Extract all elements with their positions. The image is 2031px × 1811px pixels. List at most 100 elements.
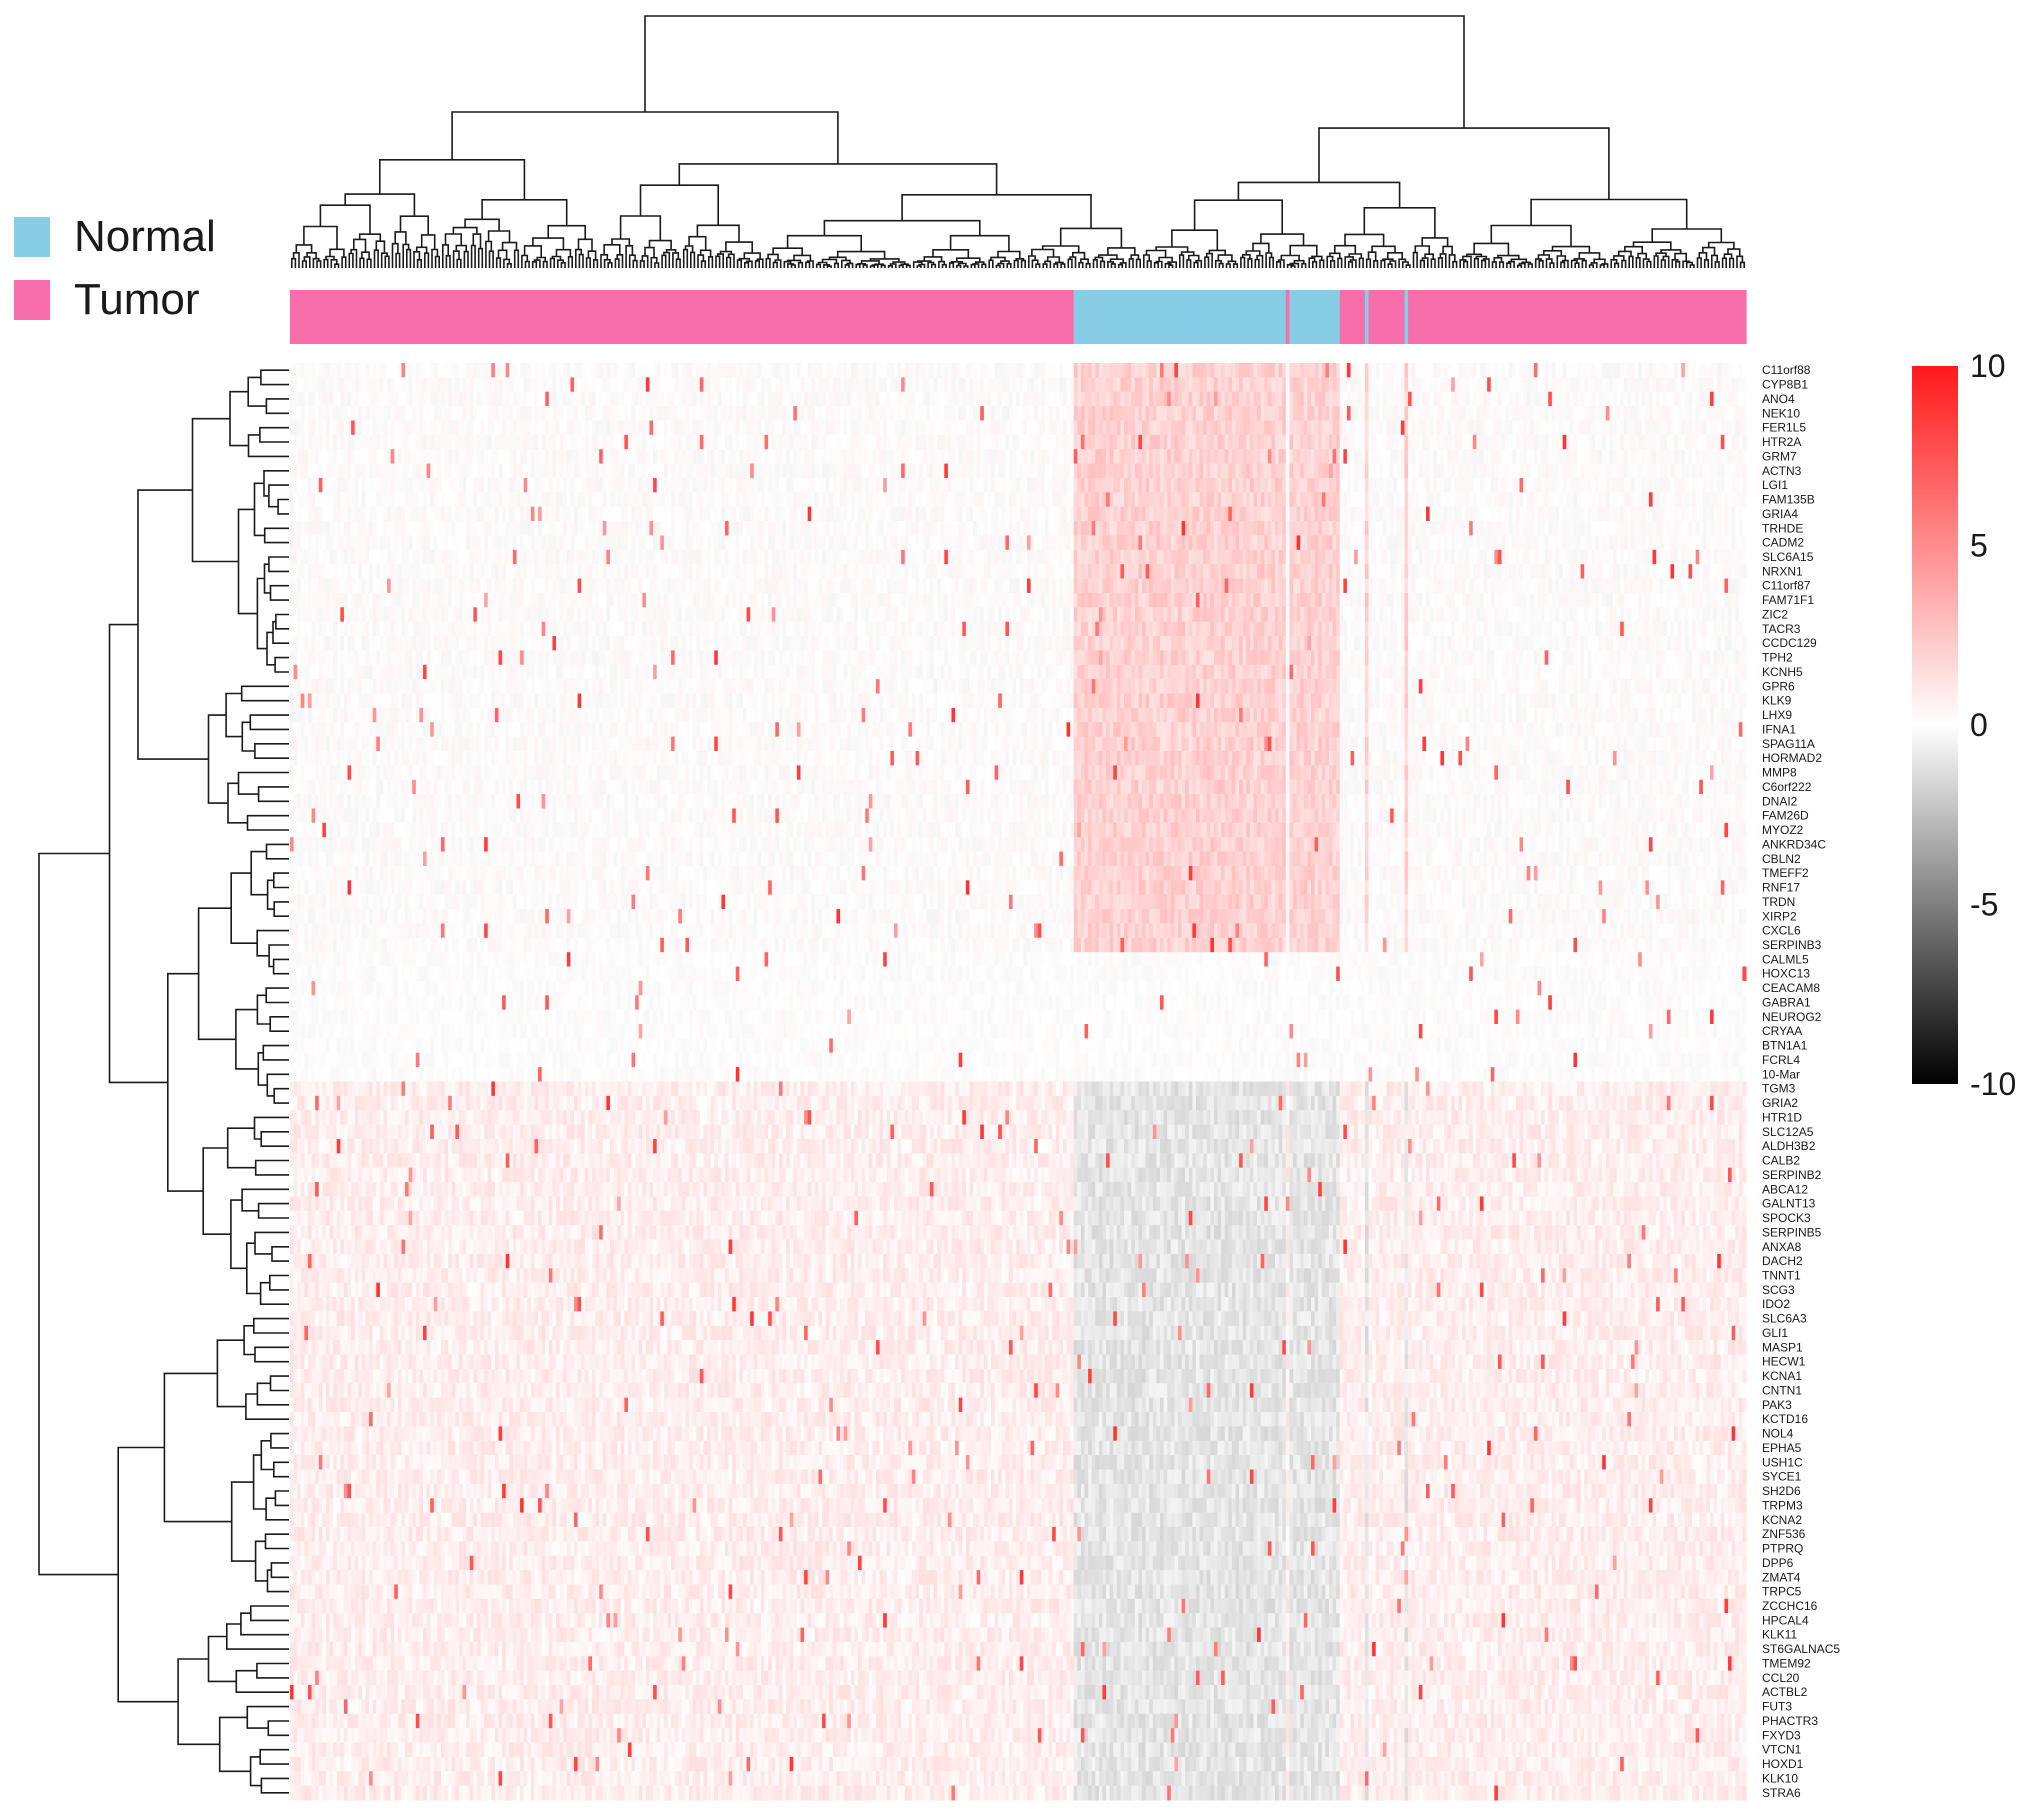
heatmap-cell xyxy=(1333,377,1337,392)
heatmap-cell xyxy=(1706,435,1710,450)
heatmap-cell xyxy=(1653,363,1657,378)
heatmap-cell xyxy=(811,392,815,407)
heatmap-cell xyxy=(369,435,373,450)
heatmap-cell xyxy=(1631,377,1635,392)
heatmap-cell xyxy=(574,363,578,378)
heatmap-cell xyxy=(1667,449,1671,464)
heatmap-cell xyxy=(1721,406,1725,421)
heatmap-cell xyxy=(513,406,517,421)
heatmap-cell xyxy=(499,392,503,407)
heatmap-cell xyxy=(635,435,639,450)
heatmap-cell xyxy=(779,363,783,378)
heatmap-cell xyxy=(876,406,880,421)
heatmap-cell xyxy=(1656,363,1660,378)
heatmap-cell xyxy=(1225,363,1229,378)
heatmap-cell xyxy=(1638,363,1642,378)
annotation-cell-tumor xyxy=(376,290,380,344)
annotation-cell-tumor xyxy=(1530,290,1534,344)
heatmap-cell xyxy=(455,363,459,378)
heatmap-cell xyxy=(1415,377,1419,392)
heatmap-cell xyxy=(1311,406,1315,421)
annotation-cell-normal xyxy=(1138,290,1142,344)
heatmap-cell xyxy=(765,363,769,378)
heatmap-cell xyxy=(1293,392,1297,407)
heatmap-cell xyxy=(664,406,668,421)
heatmap-cell xyxy=(772,435,776,450)
annotation-cell-tumor xyxy=(1347,290,1351,344)
dendrogram-branch xyxy=(1169,265,1173,268)
annotation-cell-tumor xyxy=(826,290,830,344)
heatmap-cell xyxy=(578,377,582,392)
heatmap-cell xyxy=(1336,377,1340,392)
dendrogram-branch xyxy=(1572,261,1577,269)
heatmap-cell xyxy=(1688,449,1692,464)
heatmap-cell xyxy=(1609,406,1613,421)
heatmap-cell xyxy=(1422,377,1426,392)
heatmap-cell xyxy=(768,435,772,450)
heatmap-cell xyxy=(1498,420,1502,435)
heatmap-cell xyxy=(1336,420,1340,435)
heatmap-cell xyxy=(1275,449,1279,464)
heatmap-cell xyxy=(1077,420,1081,435)
heatmap-cell xyxy=(581,392,585,407)
annotation-cell-tumor xyxy=(1527,290,1531,344)
heatmap-cell xyxy=(1685,392,1689,407)
dendrogram-branch xyxy=(617,255,622,268)
annotation-cell-tumor xyxy=(642,290,646,344)
heatmap-cell xyxy=(736,435,740,450)
heatmap-cell xyxy=(1369,392,1373,407)
annotation-cell-tumor xyxy=(754,290,758,344)
heatmap-cell xyxy=(319,464,323,479)
heatmap-cell xyxy=(596,449,600,464)
dendrogram-branch xyxy=(1493,262,1497,268)
heatmap-cell xyxy=(344,449,348,464)
heatmap-cell xyxy=(1174,377,1178,392)
heatmap-cell xyxy=(405,435,409,450)
heatmap-cell xyxy=(1340,377,1344,392)
heatmap-cell xyxy=(1724,420,1728,435)
heatmap-cell xyxy=(736,406,740,421)
heatmap-cell xyxy=(506,377,510,392)
heatmap-cell xyxy=(344,377,348,392)
heatmap-cell xyxy=(671,464,675,479)
heatmap-cell xyxy=(901,392,905,407)
heatmap-cell xyxy=(1559,363,1563,378)
heatmap-cell xyxy=(524,420,528,435)
heatmap-cell xyxy=(290,449,294,464)
heatmap-cell xyxy=(1257,392,1261,407)
heatmap-cell xyxy=(772,420,776,435)
heatmap-cell xyxy=(775,363,779,378)
heatmap-cell xyxy=(1336,449,1340,464)
heatmap-cell xyxy=(1052,464,1056,479)
dendrogram-branch xyxy=(304,227,337,250)
heatmap-cell xyxy=(322,406,326,421)
heatmap-cell xyxy=(707,392,711,407)
heatmap-cell xyxy=(894,392,898,407)
heatmap-cell xyxy=(1300,464,1304,479)
heatmap-cell xyxy=(1253,392,1257,407)
annotation-cell-tumor xyxy=(937,290,941,344)
heatmap-cell xyxy=(854,449,858,464)
heatmap-cell xyxy=(495,392,499,407)
dendrogram-branch xyxy=(396,254,400,269)
heatmap-cell xyxy=(725,392,729,407)
heatmap-cell xyxy=(1307,363,1311,378)
heatmap-cell xyxy=(624,392,628,407)
annotation-cell-normal xyxy=(1250,290,1254,344)
heatmap-cell xyxy=(452,435,456,450)
dendrogram-branch xyxy=(1241,258,1245,268)
heatmap-cell xyxy=(1527,377,1531,392)
heatmap-cell xyxy=(682,377,686,392)
heatmap-cell xyxy=(1412,449,1416,464)
heatmap-cell xyxy=(1653,420,1657,435)
heatmap-cell xyxy=(869,363,873,378)
heatmap-cell xyxy=(865,406,869,421)
heatmap-cell xyxy=(632,392,636,407)
annotation-cell-tumor xyxy=(1023,290,1027,344)
heatmap-cell xyxy=(1149,377,1153,392)
heatmap-cell xyxy=(941,363,945,378)
heatmap-cell xyxy=(1509,392,1513,407)
heatmap-cell xyxy=(1038,420,1042,435)
heatmap-cell xyxy=(1505,449,1509,464)
heatmap-cell xyxy=(1476,392,1480,407)
